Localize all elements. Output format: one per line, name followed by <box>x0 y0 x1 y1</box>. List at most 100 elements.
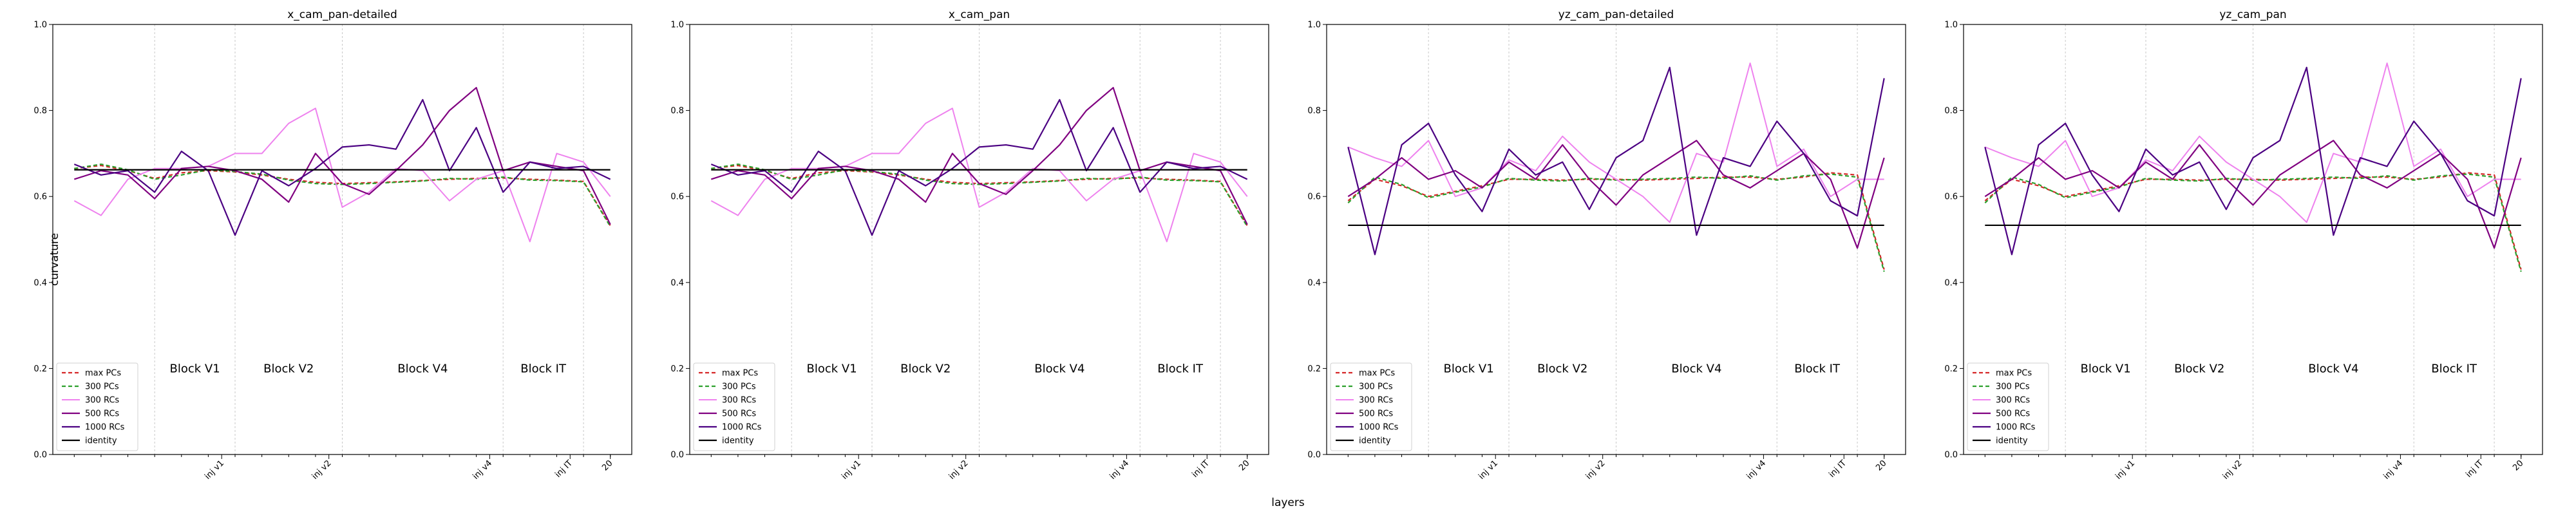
legend-label: 1000 RCs <box>722 423 762 433</box>
legend-label: max PCs <box>1996 369 2032 379</box>
x-tick-label: inj v4 <box>1108 458 1131 482</box>
block-label: Block V2 <box>1537 362 1587 375</box>
legend-label: 300 RCs <box>85 396 119 406</box>
x-tick-label: inj v4 <box>2382 458 2405 482</box>
y-tick-label: 0.2 <box>1307 364 1321 374</box>
axes-frame <box>1326 24 1906 455</box>
legend-label: max PCs <box>1359 369 1395 379</box>
y-tick-label: 1.0 <box>33 21 47 30</box>
chart-panel: x_cam_pan-detailed 0.0 0.2 0.4 0.6 0.8 1.0 inj … <box>33 8 632 482</box>
block-label: Block V2 <box>900 362 951 375</box>
legend-label: 500 RCs <box>85 409 119 419</box>
block-label: Block IT <box>1157 362 1204 375</box>
block-label: Block IT <box>1794 362 1841 375</box>
chart-title: yz_cam_pan-detailed <box>1558 8 1674 21</box>
series-line <box>1984 140 2522 249</box>
x-tick-label: 20 <box>1874 458 1888 473</box>
y-tick-label: 0.8 <box>670 106 684 116</box>
legend-label: identity <box>1359 436 1391 446</box>
series-line <box>710 98 1248 236</box>
legend-label: identity <box>85 436 117 446</box>
y-tick-label: 0.0 <box>1307 451 1321 460</box>
block-label: Block V4 <box>1671 362 1721 375</box>
block-label: Block V4 <box>2308 362 2358 375</box>
panels: x_cam_pan-detailed 0.0 0.2 0.4 0.6 0.8 1.0 inj … <box>33 8 2543 482</box>
series-line <box>1984 66 2522 256</box>
y-tick-label: 0.4 <box>670 278 684 288</box>
y-tick-label: 0.6 <box>1307 192 1321 202</box>
block-label: Block V4 <box>397 362 448 375</box>
series-line <box>1347 140 1885 249</box>
legend-label: 300 PCs <box>1359 382 1393 392</box>
y-tick-label: 0.2 <box>1944 364 1958 374</box>
legend-label: 1000 RCs <box>1359 423 1399 433</box>
x-tick-label: inj v4 <box>471 458 494 482</box>
y-tick-label: 0.0 <box>33 451 47 460</box>
block-label: Block V1 <box>170 362 220 375</box>
x-tick-label: inj v1 <box>840 458 863 482</box>
series-line <box>1347 62 1884 223</box>
x-tick-label: inj v2 <box>310 458 334 482</box>
legend: max PCs 300 PCs 300 RCs 500 RCs 1000 RCs iden… <box>56 362 138 451</box>
legend-label: 1000 RCs <box>85 423 125 433</box>
y-tick-label: 0.2 <box>670 364 684 374</box>
y-tick-label: 1.0 <box>670 21 684 30</box>
series-line <box>1984 173 2522 272</box>
y-tick-label: 0.8 <box>1307 106 1321 116</box>
y-tick-label: 0.4 <box>1307 278 1321 288</box>
chart-title: x_cam_pan <box>949 8 1010 21</box>
y-tick-label: 1.0 <box>1944 21 1958 30</box>
series-line <box>73 87 611 225</box>
legend-label: 500 RCs <box>722 409 756 419</box>
x-tick-label: inj v2 <box>1584 458 1607 482</box>
x-tick-label: 20 <box>1237 458 1251 473</box>
x-tick-label: inj IT <box>2464 458 2485 480</box>
y-tick-label: 0.6 <box>33 192 47 202</box>
x-tick-label: inj v1 <box>2114 458 2137 482</box>
legend-label: max PCs <box>85 369 121 379</box>
legend-label: 300 RCs <box>722 396 756 406</box>
block-label: Block V2 <box>2174 362 2224 375</box>
block-label: Block IT <box>520 362 567 375</box>
block-label: Block V1 <box>2081 362 2131 375</box>
axes-frame <box>1963 24 2543 455</box>
y-tick-label: 0.8 <box>1944 106 1958 116</box>
chart-panel: yz_cam_pan-detailed 0.0 0.2 0.4 0.6 0.8 1.0 inj… <box>1307 8 1906 482</box>
chart-title: yz_cam_pan <box>2219 8 2286 21</box>
legend-box <box>693 362 775 451</box>
legend-box <box>1967 362 2049 451</box>
legend-label: 1000 RCs <box>1996 423 2036 433</box>
block-label: Block IT <box>2431 362 2477 375</box>
block-label: Block V1 <box>807 362 857 375</box>
y-tick-label: 0.0 <box>1944 451 1958 460</box>
legend: max PCs 300 PCs 300 RCs 500 RCs 1000 RCs iden… <box>693 362 775 451</box>
x-tick-label: inj v1 <box>1477 458 1500 482</box>
x-tick-label: inj IT <box>1190 458 1211 480</box>
x-tick-label: inj v1 <box>203 458 226 482</box>
legend-box <box>56 362 138 451</box>
chart-title: x_cam_pan-detailed <box>287 8 397 21</box>
series-line <box>710 87 1248 225</box>
y-tick-label: 0.6 <box>670 192 684 202</box>
series-line <box>1347 173 1885 272</box>
series-line <box>710 108 1248 243</box>
legend-label: 300 RCs <box>1359 396 1393 406</box>
y-tick-label: 0.2 <box>33 364 47 374</box>
series-line <box>73 108 611 243</box>
chart-panel: yz_cam_pan 0.0 0.2 0.4 0.6 0.8 1.0 inj v1 inj v2… <box>1944 8 2543 482</box>
figure-xlabel: layers <box>1271 496 1305 509</box>
x-tick-label: inj v4 <box>1745 458 1768 482</box>
figure-ylabel: curvature <box>48 233 61 286</box>
block-label: Block V2 <box>263 362 314 375</box>
legend-box <box>1330 362 1412 451</box>
legend-label: identity <box>1996 436 2028 446</box>
y-tick-label: 0.8 <box>33 106 47 116</box>
legend: max PCs 300 PCs 300 RCs 500 RCs 1000 RCs iden… <box>1330 362 1412 451</box>
legend-label: 300 RCs <box>1996 396 2030 406</box>
chart-panel: x_cam_pan 0.0 0.2 0.4 0.6 0.8 1.0 inj v1 inj v2 i… <box>670 8 1269 482</box>
block-label: Block V4 <box>1034 362 1084 375</box>
axes-frame <box>52 24 632 455</box>
legend-label: 300 PCs <box>85 382 119 392</box>
y-tick-label: 1.0 <box>1307 21 1321 30</box>
